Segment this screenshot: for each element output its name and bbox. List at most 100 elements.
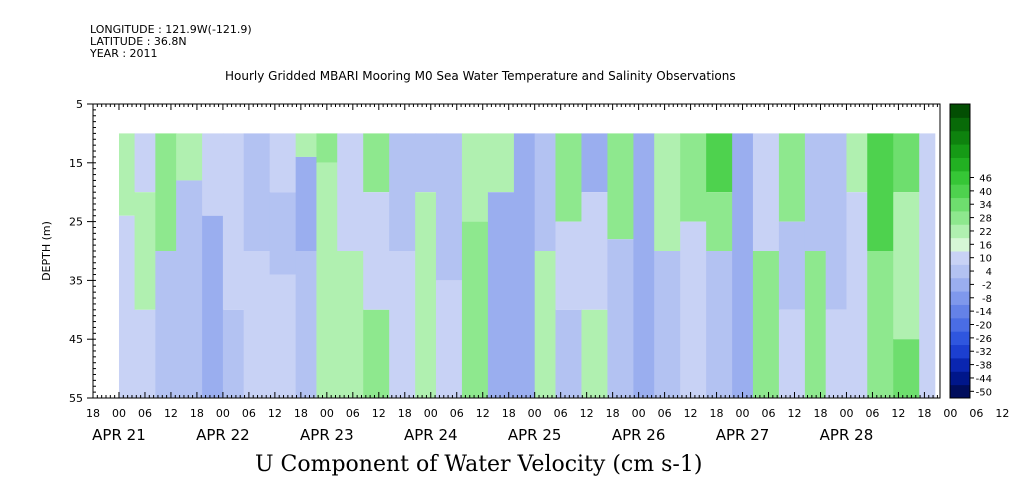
x-date-label: APR 27 (716, 426, 770, 444)
colorbar-label: -14 (976, 307, 992, 318)
x-hour-label: 12 (995, 407, 1009, 420)
colorbar-label: 22 (979, 227, 992, 238)
heatmap-cell (513, 133, 536, 398)
heatmap-cell (633, 133, 655, 398)
x-hour-label: 06 (138, 407, 152, 420)
x-hour-label: 12 (268, 407, 282, 420)
heatmap-cell (893, 339, 920, 398)
colorbar-label: -2 (982, 280, 992, 291)
x-hour-label: 18 (606, 407, 620, 420)
heatmap-cell (846, 192, 868, 398)
colorbar-segment (950, 357, 970, 372)
heatmap-cell (534, 133, 556, 251)
x-hour-label: 06 (346, 407, 360, 420)
heatmap-cell (415, 192, 437, 398)
latitude-label: LATITUDE : 36.8N (90, 35, 187, 48)
colorbar-segment (950, 344, 970, 359)
colorbar-label: -26 (976, 334, 992, 345)
x-hour-label: 18 (813, 407, 827, 420)
x-hour-label: 12 (164, 407, 178, 420)
year-label: YEAR : 2011 (90, 47, 158, 60)
colorbar-segment (950, 291, 970, 305)
colorbar-segment (950, 197, 970, 212)
heatmap-cell (534, 251, 556, 398)
x-date-label: APR 24 (404, 426, 458, 444)
heatmap-cell (555, 133, 582, 222)
colorbar-frame (949, 103, 971, 399)
heatmap-cell (337, 133, 364, 251)
colorbar-segment (950, 144, 970, 158)
x-hour-label: 12 (891, 407, 905, 420)
colorbar-segment (950, 331, 970, 346)
colorbar-label: -8 (982, 294, 992, 305)
x-hour-label: 18 (502, 407, 516, 420)
x-hour-label: 12 (580, 407, 594, 420)
heatmap-cell (134, 309, 156, 398)
x-date-label: APR 25 (508, 426, 562, 444)
colorbar-label: -32 (976, 347, 992, 358)
x-date-label: APR 28 (820, 426, 874, 444)
x-hour-label: 06 (242, 407, 256, 420)
heatmap-cell (487, 133, 515, 193)
x-date-label: APR 22 (196, 426, 250, 444)
x-hour-label: 00 (216, 407, 230, 420)
colorbar-label: 28 (979, 214, 992, 225)
colorbar-label: 46 (979, 174, 992, 185)
heatmap-cell (222, 309, 245, 398)
colorbar-segment (950, 264, 970, 279)
x-hour-label: 00 (632, 407, 646, 420)
colorbar-segment (950, 304, 970, 319)
colorbar-segment (950, 384, 970, 399)
x-hour-label: 06 (450, 407, 464, 420)
x-axis-label: U Component of Water Velocity (cm s-1) (255, 452, 703, 477)
heatmap-cell (752, 133, 780, 251)
heatmap-cell (176, 180, 203, 398)
colorbar-label: 34 (979, 200, 992, 211)
heatmap-cell (363, 192, 390, 310)
heatmap-cell (706, 133, 733, 193)
colorbar-segment (950, 184, 970, 199)
colorbar-segment (950, 117, 970, 132)
heatmap-cell (893, 133, 920, 193)
heatmap-cell (680, 221, 707, 398)
colorbar-label: -44 (976, 374, 992, 385)
heatmap-cell (363, 133, 390, 193)
heatmap-cell (581, 192, 608, 310)
heatmap-cell (176, 133, 203, 181)
x-hour-label: 12 (372, 407, 386, 420)
heatmap-cell (269, 133, 297, 193)
colorbar-segment (950, 104, 970, 118)
colorbar-segment (950, 317, 970, 332)
heatmap-cell (706, 192, 733, 251)
heatmap-cell (706, 251, 733, 398)
heatmap-cell (435, 280, 463, 398)
heatmap-cell (825, 309, 847, 398)
heatmap-cell (581, 309, 608, 398)
colorbar-segment (950, 130, 970, 145)
colorbar-segment (950, 157, 970, 172)
heatmap-cell (555, 309, 582, 398)
x-hour-label: 00 (736, 407, 750, 420)
heatmap-cell (243, 133, 271, 251)
heatmap-cell (363, 309, 390, 398)
longitude-label: LONGITUDE : 121.9W(-121.9) (90, 23, 252, 36)
colorbar-label: -20 (976, 321, 992, 332)
x-hour-label: 12 (476, 407, 490, 420)
heatmap-cell (607, 239, 634, 398)
heatmap-cell (581, 133, 608, 193)
x-hour-label: 18 (917, 407, 931, 420)
y-tick-label: 15 (69, 157, 83, 170)
heatmap-cell (134, 192, 156, 310)
heatmap-cell (389, 251, 416, 398)
heatmap-cell (680, 133, 707, 222)
y-axis-label: DEPTH (m) (40, 221, 53, 281)
heatmap-cell (295, 133, 317, 157)
y-tick-label: 35 (69, 274, 83, 287)
colorbar-segment (950, 237, 970, 252)
heatmap-cell (316, 133, 338, 163)
heatmap-cell (118, 133, 136, 216)
colorbar-segment (950, 170, 970, 185)
heatmap-cell (295, 156, 317, 251)
heatmap-cell (825, 133, 847, 310)
